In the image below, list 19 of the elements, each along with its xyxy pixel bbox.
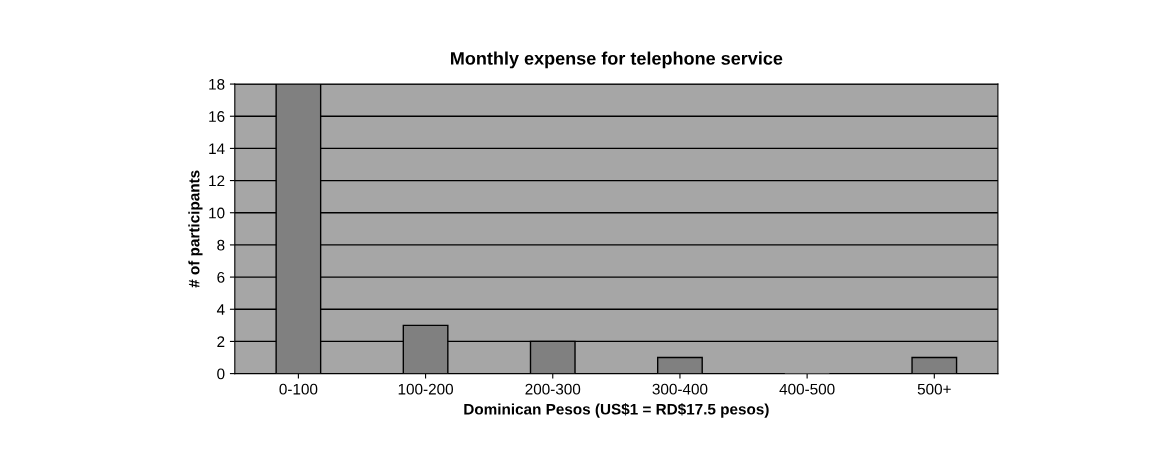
x-tick-label: 100-200	[398, 383, 454, 395]
y-tick-label: 8	[217, 239, 225, 251]
y-tick-label: 4	[216, 304, 225, 315]
x-tick-label: 300-400	[652, 383, 708, 395]
y-tick-label: 18	[209, 78, 225, 90]
x-tick-label: 400-500	[779, 383, 835, 395]
y-axis-title: # of participants	[188, 170, 203, 288]
x-tick-label: 200-300	[525, 383, 581, 395]
x-tick-label: 0-100	[279, 383, 318, 395]
y-tick-label: 10	[209, 207, 225, 219]
x-tick-label: 500+	[917, 383, 951, 395]
y-tick-label: 0	[217, 368, 225, 380]
y-tick-label: 14	[209, 143, 225, 154]
x-axis-title: Dominican Pesos (US$1 = RD$17.5 pesos)	[464, 403, 769, 418]
y-tick-label: 12	[209, 175, 225, 187]
y-tick-label: 16	[209, 111, 225, 122]
chart-title: Monthly expense for telephone service	[451, 51, 783, 69]
y-tick-label: 2	[217, 336, 225, 347]
y-tick-label: 6	[217, 271, 225, 283]
